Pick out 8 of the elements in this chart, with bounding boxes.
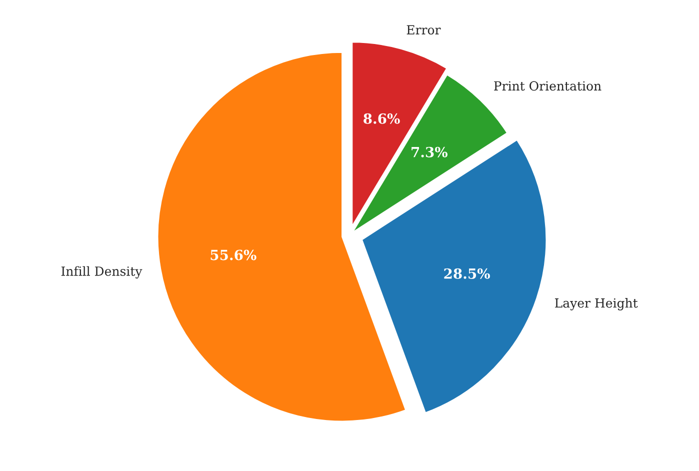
data-label: 28.5% xyxy=(444,268,490,279)
data-label: 55.6% xyxy=(210,250,256,260)
data-label: 7.3% xyxy=(412,146,448,158)
data-label: 8.6% xyxy=(364,113,400,124)
slice-label: Infill Density xyxy=(61,266,142,278)
slice-label: Layer Height xyxy=(555,298,638,310)
slice-label: Error xyxy=(406,25,441,35)
slice-label: Print Orientation xyxy=(494,81,602,91)
